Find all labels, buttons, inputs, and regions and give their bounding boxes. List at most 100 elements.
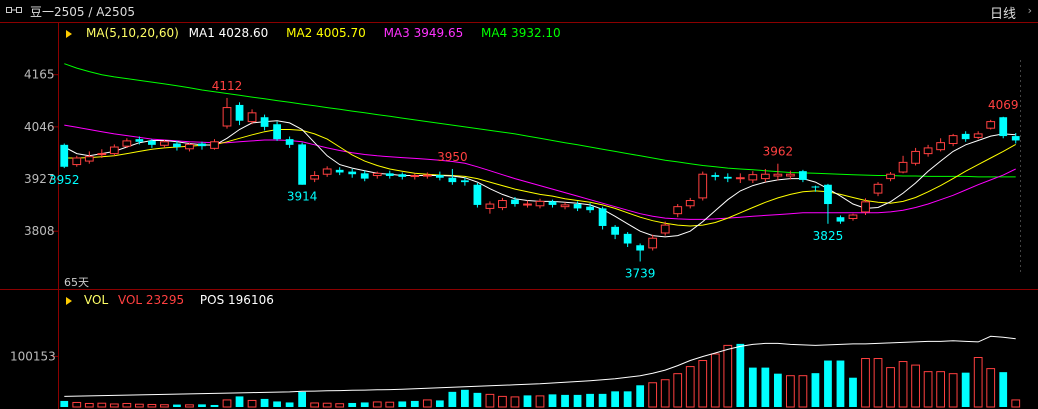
candle	[523, 200, 532, 208]
candle	[273, 121, 281, 141]
candle-body	[986, 121, 996, 129]
ma1-value: MA1 4028.60	[188, 26, 269, 40]
candle-body	[811, 186, 820, 188]
candle-body	[723, 176, 732, 179]
candle	[735, 173, 745, 183]
candle-body	[961, 133, 970, 140]
candle-body	[786, 173, 795, 177]
candle	[360, 170, 369, 182]
candle-body	[948, 135, 958, 145]
volume-bar	[60, 400, 69, 407]
price-annotation: 3914	[287, 190, 318, 204]
contract-link-icon[interactable]	[6, 5, 22, 15]
candle-body	[398, 174, 407, 177]
volume-bar	[923, 371, 933, 408]
candle-body	[648, 237, 658, 249]
vol-value: VOL 23295	[117, 293, 185, 307]
volume-bar	[824, 360, 832, 407]
candle-body	[586, 206, 594, 211]
candle-body	[448, 177, 457, 183]
candle	[923, 144, 933, 157]
vol-title: VOL	[84, 293, 109, 307]
volume-bar	[685, 366, 695, 408]
volume-bar	[849, 377, 857, 407]
candle	[824, 183, 832, 224]
ma-params: MA(5,10,20,60)	[86, 26, 179, 40]
candle-body	[511, 199, 519, 205]
volume-bar	[134, 403, 144, 408]
candle	[485, 201, 495, 214]
pos-value: POS 196106	[199, 293, 274, 307]
volume-bar	[109, 403, 119, 408]
volume-bar	[160, 404, 169, 408]
volume-bar	[273, 401, 281, 407]
candle	[198, 141, 206, 150]
ma4-value: MA4 3932.10	[481, 26, 561, 40]
candle	[711, 172, 720, 181]
candle	[335, 167, 344, 176]
volume-bar	[285, 402, 294, 407]
volume-bar	[1011, 399, 1021, 408]
candle	[298, 142, 307, 185]
candle-body	[1011, 136, 1020, 141]
candle	[811, 185, 820, 192]
candle	[698, 171, 708, 201]
candle-body	[598, 208, 607, 226]
candle	[723, 173, 732, 183]
candle-body	[548, 201, 557, 205]
volume-bar	[84, 402, 94, 408]
ma3-value: MA3 3949.65	[383, 26, 464, 40]
candle	[247, 109, 257, 125]
volume-bar	[385, 401, 395, 408]
candle-body	[198, 143, 206, 147]
candle	[560, 202, 570, 210]
volume-bar	[247, 399, 257, 408]
candle-body	[360, 173, 369, 179]
candle-body	[535, 200, 545, 207]
candle-body	[235, 104, 244, 121]
candle-body	[461, 180, 469, 183]
candle-body	[97, 153, 107, 156]
volume-bar	[97, 402, 107, 408]
candle-body	[422, 174, 432, 177]
volume-bar	[372, 401, 382, 408]
volume-bar	[185, 404, 194, 408]
candle	[498, 197, 507, 211]
candle	[461, 177, 469, 186]
candle	[60, 143, 69, 169]
volume-bar	[310, 402, 320, 408]
volume-bar	[398, 401, 407, 407]
candle	[473, 182, 482, 208]
volume-bar	[485, 393, 495, 408]
candle-body	[122, 140, 132, 147]
volume-bar	[561, 394, 569, 407]
candle-body	[385, 173, 394, 176]
candle	[448, 168, 457, 185]
volume-bar	[298, 391, 307, 407]
volume-bar	[761, 367, 770, 407]
volume-bar	[648, 382, 658, 408]
contract-title: 豆一2505 / A2505	[30, 5, 135, 19]
candle	[836, 215, 845, 224]
candle-body	[560, 204, 570, 208]
candle-body	[660, 224, 670, 234]
volume-bar	[535, 395, 545, 408]
candle	[673, 204, 683, 218]
candle-body	[873, 183, 883, 194]
period-selector[interactable]: 日线	[989, 7, 1016, 22]
volume-bar	[147, 403, 157, 408]
volume-bar	[999, 372, 1008, 407]
candle	[410, 173, 420, 180]
volume-bar	[936, 371, 946, 408]
chevron-right-icon[interactable]: ›	[1027, 4, 1032, 17]
candle	[435, 171, 444, 181]
candle	[511, 197, 519, 207]
candle	[961, 131, 970, 142]
candle-body	[185, 143, 194, 150]
legend-arrow-icon	[66, 29, 72, 38]
volume-bar	[598, 393, 607, 407]
candle	[748, 171, 758, 183]
candle	[322, 166, 332, 177]
candle-body	[60, 144, 69, 167]
volume-bar	[611, 391, 619, 407]
